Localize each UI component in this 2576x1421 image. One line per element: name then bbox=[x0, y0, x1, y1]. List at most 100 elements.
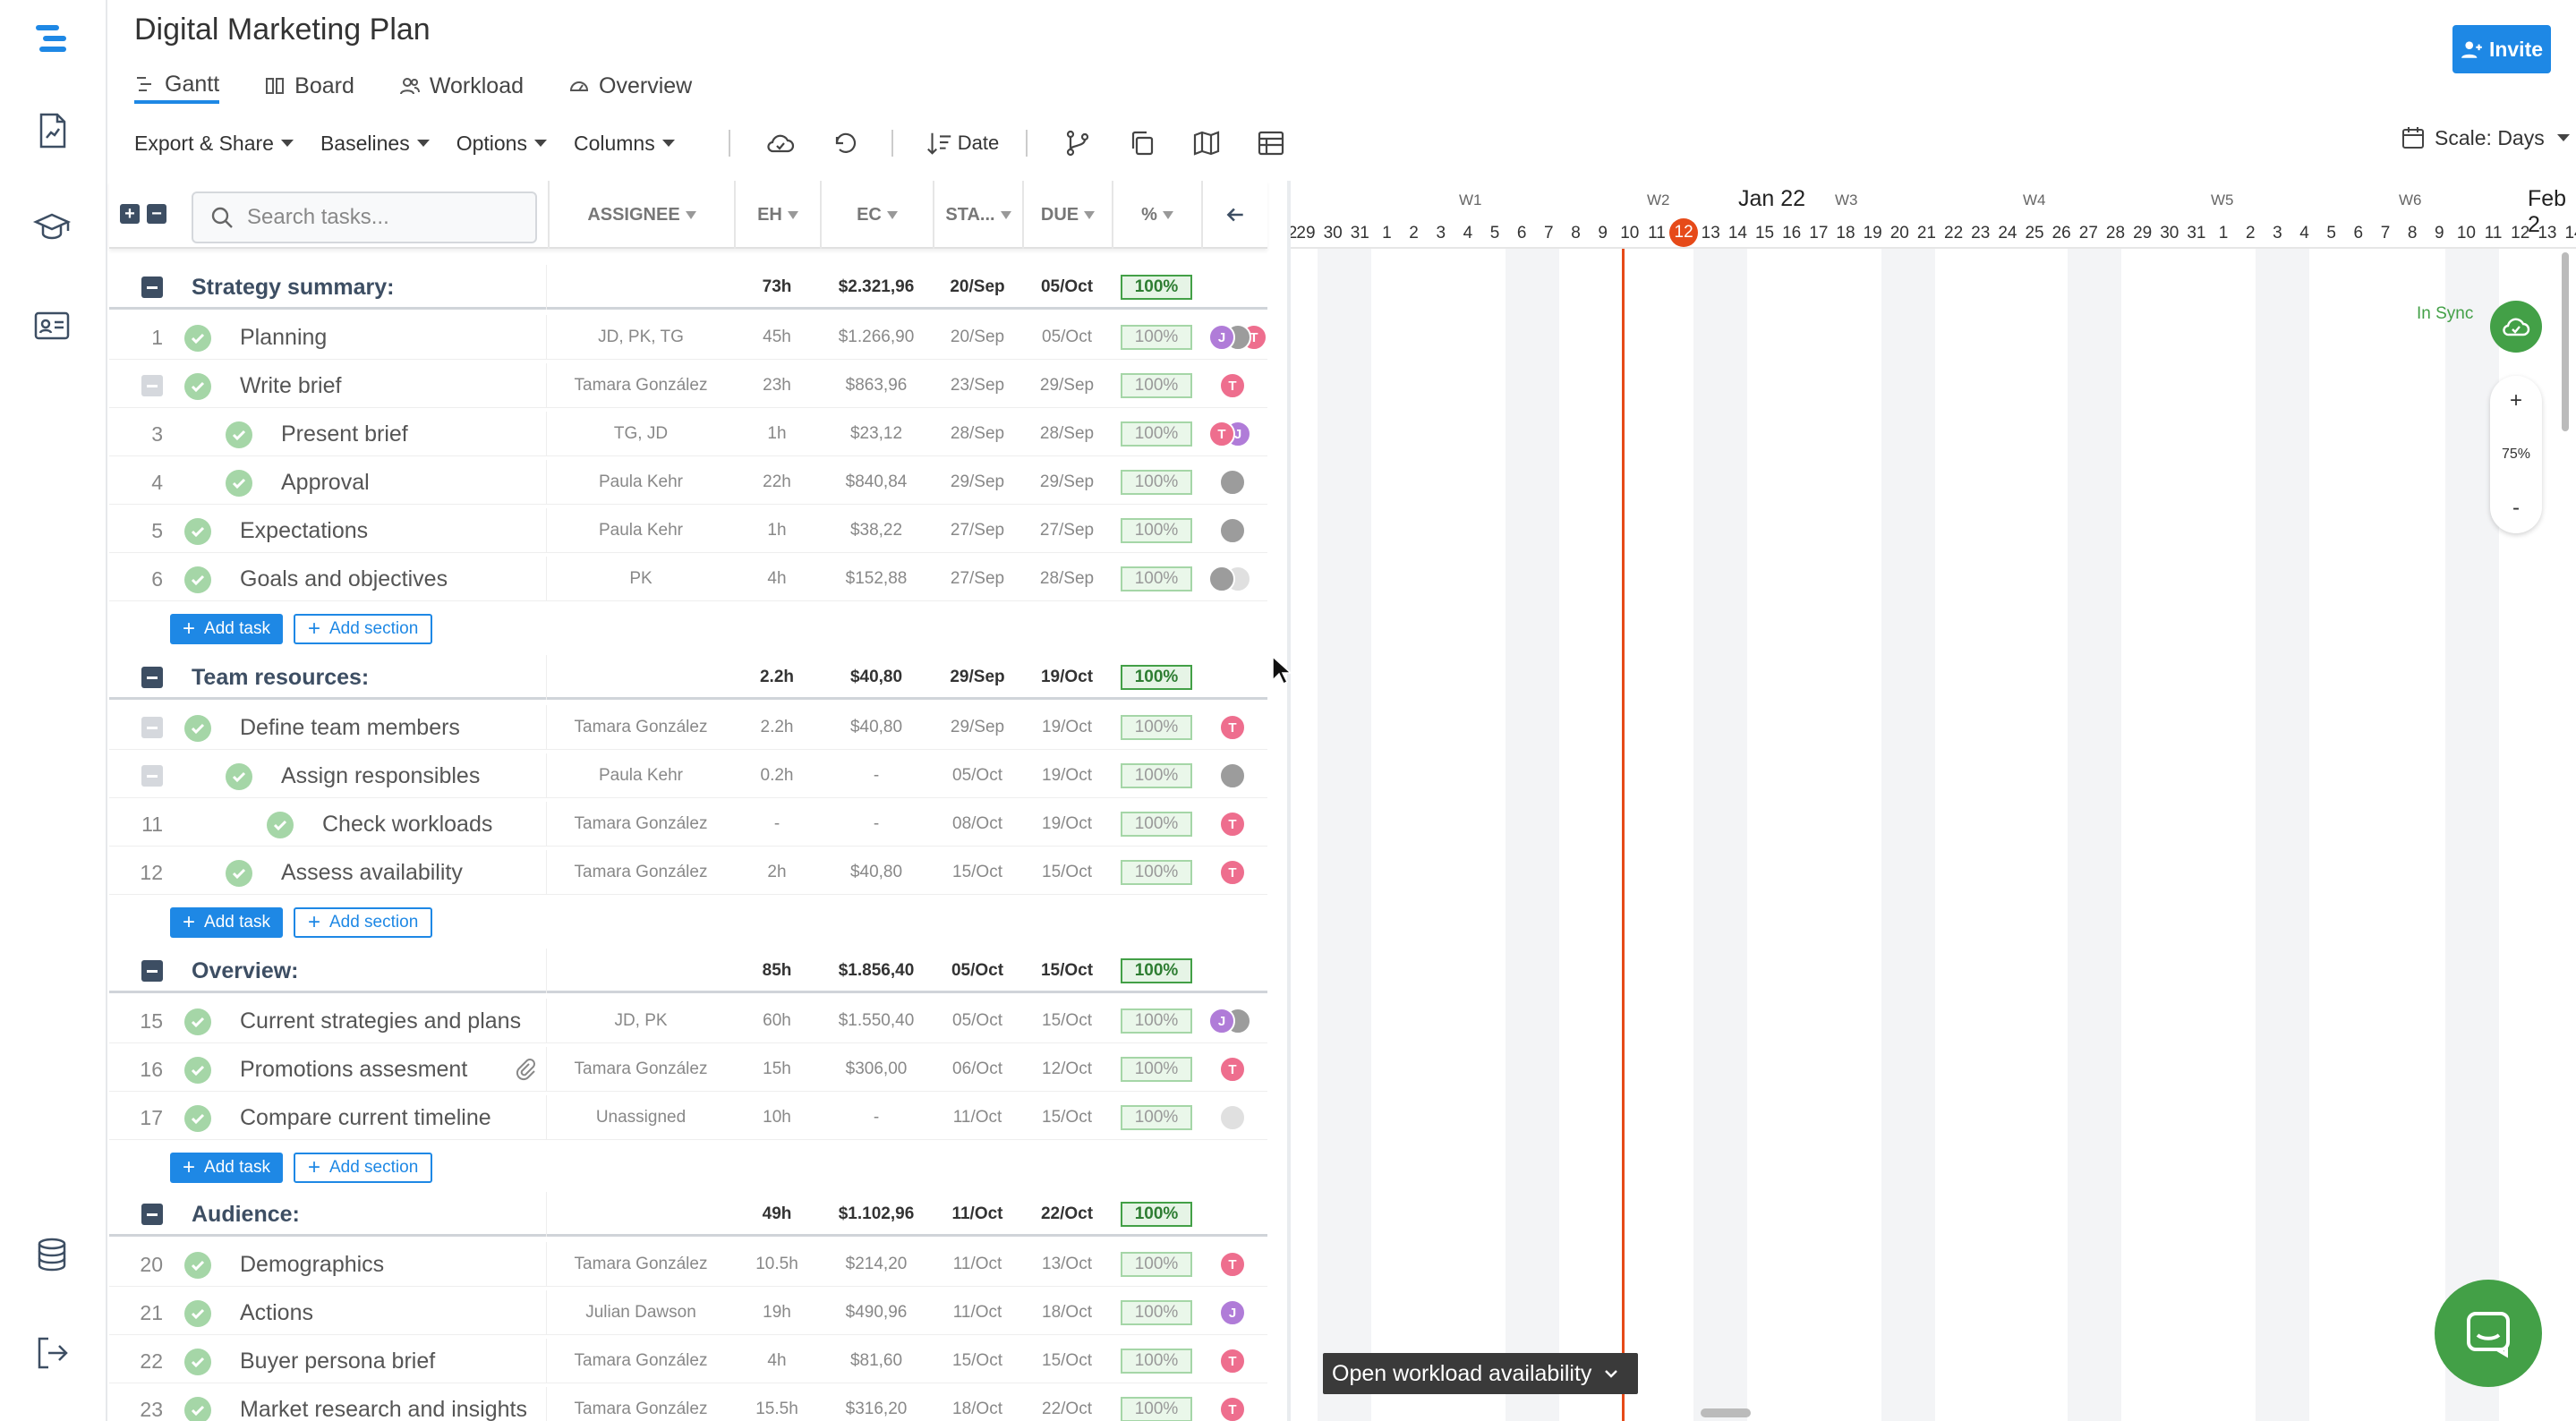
contacts-icon[interactable] bbox=[30, 304, 73, 347]
collapse-all-button[interactable]: − bbox=[147, 204, 166, 224]
task-complete-checkbox[interactable] bbox=[226, 860, 252, 887]
panel-splitter[interactable] bbox=[1287, 181, 1291, 1421]
zoom-out-button[interactable]: - bbox=[2512, 496, 2520, 520]
assignee-avatar[interactable]: J bbox=[1219, 1299, 1246, 1326]
task-row[interactable]: 3 Present brief TG, JD 1h $23,12 28/Sep 28/Sep… bbox=[109, 412, 1267, 456]
add-task-button[interactable]: + Add task bbox=[170, 907, 283, 938]
assignee-avatar[interactable]: T bbox=[1219, 1396, 1246, 1421]
section-row[interactable]: Team resources: 2.2h $40,80 29/Sep 19/Oct 100… bbox=[109, 655, 1267, 700]
assignee-avatar[interactable]: J bbox=[1208, 1008, 1235, 1034]
expand-all-button[interactable]: + bbox=[120, 204, 140, 224]
reports-icon[interactable] bbox=[30, 109, 73, 152]
assignee-avatar[interactable] bbox=[1208, 566, 1235, 592]
assignee-avatar[interactable] bbox=[1219, 1104, 1246, 1131]
collapse-section-toggle[interactable] bbox=[141, 277, 163, 298]
task-row[interactable]: 12 Assess availability Tamara González 2h $4… bbox=[109, 850, 1267, 895]
assignee-avatar[interactable] bbox=[1219, 517, 1246, 544]
attachment-icon[interactable] bbox=[514, 1058, 537, 1081]
task-complete-checkbox[interactable] bbox=[267, 812, 294, 838]
tab-board[interactable]: Board bbox=[264, 68, 354, 104]
task-complete-checkbox[interactable] bbox=[184, 373, 211, 400]
task-complete-checkbox[interactable] bbox=[184, 325, 211, 352]
column-start[interactable]: STA... bbox=[933, 181, 1022, 249]
cloud-save-button[interactable] bbox=[763, 125, 798, 161]
task-row[interactable]: 5 Expectations Paula Kehr 1h $38,22 27/Sep 27/… bbox=[109, 508, 1267, 553]
logout-icon[interactable] bbox=[30, 1332, 73, 1374]
task-complete-checkbox[interactable] bbox=[184, 1349, 211, 1375]
column-pct[interactable]: % bbox=[1112, 181, 1201, 249]
task-row[interactable]: 11 Check workloads Tamara González - - 08/Oct… bbox=[109, 802, 1267, 847]
undo-button[interactable] bbox=[827, 125, 863, 161]
task-row[interactable]: 17 Compare current timeline Unassigned 10h -… bbox=[109, 1095, 1267, 1140]
chat-launcher-button[interactable] bbox=[2435, 1280, 2542, 1387]
collapse-grid-button[interactable] bbox=[1201, 181, 1267, 249]
task-complete-checkbox[interactable] bbox=[184, 1252, 211, 1279]
tab-workload[interactable]: Workload bbox=[399, 68, 524, 104]
collapse-task-toggle[interactable] bbox=[141, 765, 163, 787]
task-row[interactable]: Define team members Tamara González 2.2h $4… bbox=[109, 705, 1267, 750]
column-eh[interactable]: EH bbox=[734, 181, 820, 249]
task-complete-checkbox[interactable] bbox=[184, 1105, 211, 1132]
assignee-avatar[interactable]: T bbox=[1219, 811, 1246, 838]
collapse-task-toggle[interactable] bbox=[141, 375, 163, 396]
add-task-button[interactable]: + Add task bbox=[170, 1153, 283, 1183]
assignee-avatar[interactable]: T bbox=[1219, 372, 1246, 399]
column-due[interactable]: DUE bbox=[1022, 181, 1112, 249]
scale-selector[interactable]: Scale: Days bbox=[2401, 125, 2570, 150]
task-complete-checkbox[interactable] bbox=[184, 1057, 211, 1084]
task-row[interactable]: Write brief Tamara González 23h $863,96 23/S… bbox=[109, 363, 1267, 408]
sync-button[interactable] bbox=[2490, 301, 2542, 353]
tab-gantt[interactable]: Gantt bbox=[134, 68, 220, 104]
task-complete-checkbox[interactable] bbox=[226, 470, 252, 497]
collapse-task-toggle[interactable] bbox=[141, 717, 163, 738]
task-row[interactable]: 20 Demographics Tamara González 10.5h $214,2… bbox=[109, 1242, 1267, 1287]
export-share-menu[interactable]: Export & Share bbox=[134, 132, 294, 156]
zoom-in-button[interactable]: + bbox=[2509, 388, 2522, 413]
spreadsheet-button[interactable] bbox=[1253, 125, 1289, 161]
search-input[interactable] bbox=[247, 205, 516, 230]
task-row[interactable]: 21 Actions Julian Dawson 19h $490,96 11/Oct 18… bbox=[109, 1290, 1267, 1335]
task-complete-checkbox[interactable] bbox=[184, 1397, 211, 1421]
task-complete-checkbox[interactable] bbox=[184, 566, 211, 593]
task-complete-checkbox[interactable] bbox=[226, 763, 252, 790]
task-row[interactable]: 15 Current strategies and plans JD, PK 60h $… bbox=[109, 999, 1267, 1043]
tab-overview[interactable]: Overview bbox=[568, 68, 692, 104]
task-row[interactable]: 4 Approval Paula Kehr 22h $840,84 29/Sep 29/Se… bbox=[109, 460, 1267, 505]
add-section-button[interactable]: + Add section bbox=[293, 1153, 433, 1183]
task-row[interactable]: 22 Buyer persona brief Tamara González 4h $8… bbox=[109, 1339, 1267, 1383]
collapse-section-toggle[interactable] bbox=[141, 1204, 163, 1225]
horizontal-scrollbar[interactable] bbox=[1701, 1408, 1751, 1417]
add-section-button[interactable]: + Add section bbox=[293, 907, 433, 938]
duplicate-button[interactable] bbox=[1124, 125, 1160, 161]
baselines-menu[interactable]: Baselines bbox=[320, 132, 430, 156]
map-button[interactable] bbox=[1189, 125, 1224, 161]
add-section-button[interactable]: + Add section bbox=[293, 614, 433, 644]
section-row[interactable]: Overview: 85h $1.856,40 05/Oct 15/Oct 100% bbox=[109, 949, 1267, 993]
academy-icon[interactable] bbox=[30, 206, 73, 249]
section-row[interactable]: Strategy summary: 73h $2.321,96 20/Sep 05/Oc… bbox=[109, 265, 1267, 310]
task-row[interactable]: 16 Promotions assesment Tamara González 15h… bbox=[109, 1047, 1267, 1092]
task-complete-checkbox[interactable] bbox=[184, 1300, 211, 1327]
assignee-avatar[interactable]: T bbox=[1219, 1056, 1246, 1083]
assignee-avatar[interactable]: T bbox=[1208, 421, 1235, 447]
task-complete-checkbox[interactable] bbox=[184, 1008, 211, 1035]
assignee-avatar[interactable] bbox=[1219, 469, 1246, 496]
task-row[interactable]: 1 Planning JD, PK, TG 45h $1.266,90 20/Sep 05/… bbox=[109, 315, 1267, 360]
assignee-avatar[interactable]: T bbox=[1219, 859, 1246, 886]
collapse-section-toggle[interactable] bbox=[141, 667, 163, 688]
sort-by-date-button[interactable]: Date bbox=[925, 129, 999, 157]
open-workload-button[interactable]: Open workload availability bbox=[1323, 1353, 1638, 1394]
assignee-avatar[interactable]: T bbox=[1219, 714, 1246, 741]
column-assignee[interactable]: ASSIGNEE bbox=[548, 181, 734, 249]
task-complete-checkbox[interactable] bbox=[184, 518, 211, 545]
dependencies-button[interactable] bbox=[1060, 125, 1096, 161]
task-row[interactable]: 23 Market research and insights Tamara Gon… bbox=[109, 1387, 1267, 1421]
section-row[interactable]: Audience: 49h $1.102,96 11/Oct 22/Oct 100% bbox=[109, 1192, 1267, 1237]
task-complete-checkbox[interactable] bbox=[226, 421, 252, 448]
task-row[interactable]: Assign responsibles Paula Kehr 0.2h - 05/Oct… bbox=[109, 753, 1267, 798]
vertical-scrollbar[interactable] bbox=[2562, 252, 2569, 431]
columns-menu[interactable]: Columns bbox=[574, 132, 675, 156]
task-complete-checkbox[interactable] bbox=[184, 715, 211, 742]
assignee-avatar[interactable]: J bbox=[1208, 324, 1235, 351]
invite-button[interactable]: Invite bbox=[2452, 25, 2551, 73]
